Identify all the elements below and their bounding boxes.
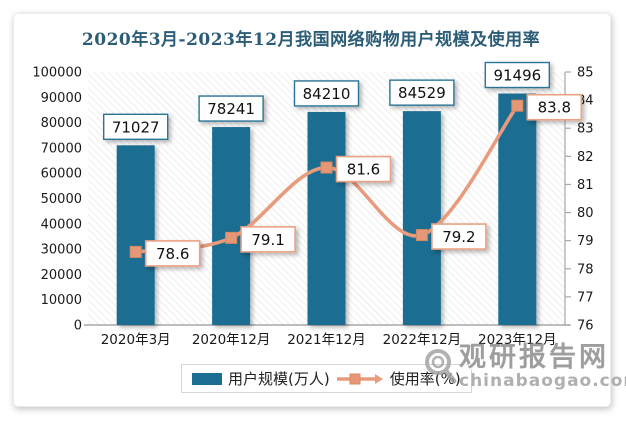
left-axis-tick-label: 10000 [41, 293, 82, 308]
bar-value-label: 91496 [493, 67, 541, 85]
left-axis-tick-label: 60000 [41, 167, 82, 182]
right-axis-tick-label: 80 [577, 206, 594, 221]
x-axis-label: 2020年12月 [192, 332, 271, 348]
line-marker [415, 229, 428, 242]
right-axis-tick-label: 78 [577, 262, 594, 277]
bar-value-label: 71027 [112, 118, 160, 136]
bar-value-label: 78241 [207, 100, 255, 118]
bar [212, 127, 251, 326]
chart-title: 2020年3月-2023年12月我国网络购物用户规模及使用率 [81, 30, 541, 50]
line-marker [129, 245, 142, 258]
bar [402, 111, 441, 325]
bar-value-label-box [293, 80, 360, 107]
bar-value-label: 84529 [398, 84, 446, 102]
right-axis-tick-label: 81 [577, 178, 594, 193]
line-marker [225, 231, 238, 244]
left-axis-tick-label: 50000 [41, 192, 82, 207]
line-marker [320, 161, 333, 174]
line-value-label-box [526, 93, 583, 121]
right-axis-tick-label: 82 [577, 150, 594, 165]
left-axis-tick-label: 20000 [41, 268, 82, 283]
line-marker [511, 99, 524, 112]
right-axis-tick-label: 76 [577, 319, 594, 334]
x-axis-label: 2020年3月 [101, 332, 171, 348]
legend-bar-label: 用户规模(万人) [228, 370, 330, 388]
x-axis-label: 2023年12月 [478, 332, 557, 348]
right-axis-tick-label: 77 [577, 290, 594, 305]
line-value-label-box [240, 226, 296, 253]
line-value-label: 79.2 [442, 228, 475, 246]
left-axis-tick-label: 0 [74, 319, 82, 334]
trend-line [133, 103, 520, 254]
bar-value-label-box [389, 79, 455, 106]
bar-value-label-box [484, 61, 550, 89]
left-axis-tick-label: 30000 [41, 243, 82, 258]
right-axis-tick-label: 79 [577, 234, 594, 249]
line-value-label: 79.1 [251, 231, 284, 249]
bar-value-label-box [102, 113, 169, 141]
line-value-label-box [431, 223, 487, 250]
line-value-label: 78.6 [156, 245, 189, 263]
x-axis-label: 2022年12月 [383, 332, 462, 348]
left-axis-tick-label: 40000 [41, 217, 82, 232]
legend-bar-swatch-icon [192, 372, 222, 385]
bar [498, 93, 537, 325]
bar [116, 145, 155, 325]
right-axis-tick-label: 85 [577, 66, 594, 81]
bar [307, 111, 346, 325]
line-value-label: 81.6 [347, 161, 380, 179]
line-value-label: 83.8 [538, 99, 571, 117]
line-value-label-box [144, 240, 201, 267]
x-axis-label: 2021年12月 [287, 332, 366, 348]
left-axis-tick-label: 80000 [41, 116, 82, 131]
line-value-label-box [335, 155, 392, 183]
bar-value-label: 84210 [303, 85, 351, 103]
bar-value-label-box [198, 95, 264, 122]
legend-line-label: 使用率(%) [389, 370, 461, 388]
right-axis-tick-label: 83 [577, 122, 594, 137]
legend-line-marker-icon [336, 373, 383, 384]
legend: 用户规模(万人) 使用率(%) [181, 364, 472, 393]
left-axis-tick-label: 100000 [32, 66, 82, 81]
left-axis-tick-label: 90000 [41, 91, 82, 106]
left-axis-tick-label: 70000 [41, 141, 82, 156]
